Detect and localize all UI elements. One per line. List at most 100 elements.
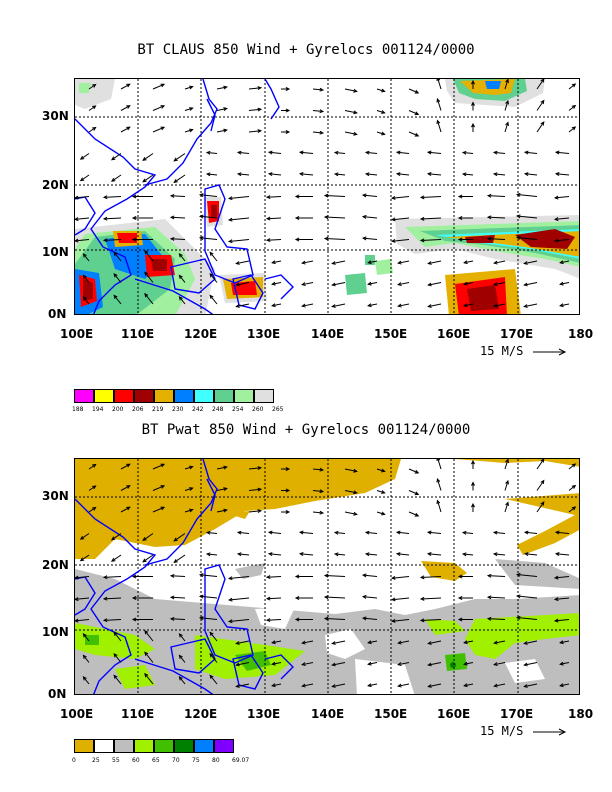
top-wind-arrowhead [178,253,183,258]
top-wind-arrow [368,260,378,264]
top-wind-arrowhead [486,236,492,241]
bottom-wind-arrow [111,554,122,562]
bottom-wind-arrowhead [271,661,276,666]
top-wind-arrowhead [257,86,263,91]
bottom-wind-arrowhead [390,597,396,602]
bottom-wind-arrowhead [471,481,475,486]
bottom-wind-arrowhead [92,506,97,511]
bottom-wind-arrow [464,640,474,644]
bottom-colorbar-swatch [134,739,154,753]
bottom-wind-arrowhead [571,484,577,489]
bottom-wind-arrowhead [353,490,358,495]
bottom-wind-arrow [494,683,506,687]
top-wind-arrow [170,195,186,197]
bottom-wind-arrow [266,619,282,621]
bottom-wind-arrowhead [227,597,233,602]
top-wind-arrowhead [515,192,521,197]
bottom-wind-arrowhead [323,573,329,578]
bottom-wind-arrowhead [493,683,498,688]
bottom-wind-arrow [272,683,282,687]
bottom-wind-arrowhead [178,676,183,681]
bottom-lat-label-10n: 10N [42,625,69,639]
wind-vector-field [75,79,577,308]
top-wind-arrowhead [367,260,372,265]
top-wind-arrow [302,260,314,264]
bottom-wind-arrowhead [189,508,194,513]
top-wind-arrow [75,217,90,220]
bottom-wind-arrowhead [198,616,204,621]
bottom-wind-arrow [517,617,538,620]
top-wind-arrow [200,194,218,197]
bottom-wind-arrowhead [113,631,118,636]
bottom-wind-arrowhead [142,558,147,563]
bottom-colorbar-swatch [174,739,194,753]
top-wind-arrow [248,108,261,111]
bottom-colorbar [74,739,234,753]
top-wind-arrow [504,100,509,111]
top-wind-arrowhead [426,172,432,176]
bottom-wind-arrowhead [102,596,108,601]
bottom-wind-arrowhead [235,684,240,688]
top-wind-arrowhead [209,294,214,299]
top-wind-arrow [408,110,419,115]
bottom-wind-arrow [392,619,410,622]
top-wind-arrow [207,152,218,154]
top-wind-arrowhead [553,238,559,243]
top-wind-arrowhead [169,215,175,220]
top-wind-arrow [238,151,250,154]
bottom-wind-arrow [83,676,90,685]
bottom-wind-arrow [209,632,218,642]
top-wind-arrow [209,295,218,305]
top-wind-arrowhead [457,216,463,220]
top-wind-arrow [229,239,250,242]
bottom-wind-arrowhead [523,641,528,645]
bottom-wind-arrow [363,617,378,620]
top-wind-arrow [88,105,96,111]
top-wind-arrowhead [463,303,468,308]
bottom-wind-arrow [525,531,538,534]
bottom-wind-arrowhead [395,552,401,557]
top-wind-arrow [152,83,165,90]
bottom-colorbar-swatch [74,739,94,753]
top-wind-arrowhead [523,261,528,265]
bottom-wind-arrow [335,553,346,556]
top-lon-label-100e: 100E [60,327,94,341]
bottom-wind-arrowhead [265,596,271,601]
bottom-wind-arrow [173,533,186,542]
bottom-wind-arrow [170,596,186,599]
top-wind-arrow [88,127,96,133]
top-wind-arrowhead [294,216,300,220]
top-wind-arrowhead [323,236,329,241]
bottom-wind-arrow [144,652,154,663]
top-wind-arrowhead [540,79,545,83]
top-wind-arrowhead [205,172,211,177]
bottom-wind-arrowhead [142,536,147,541]
bottom-wind-arrow [494,531,506,534]
top-wind-arrowhead [559,260,564,265]
top-wind-arrow [335,152,346,154]
bottom-wind-arrow [398,683,410,687]
top-wind-arrowhead [110,177,116,182]
bottom-wind-arrow [200,595,218,599]
top-wind-arrow [464,260,474,264]
bottom-wind-arrowhead [457,574,463,579]
top-colorbar [74,389,274,403]
top-wind-arrow [568,126,576,133]
bottom-wind-arrowhead [294,574,300,579]
top-wind-arrowhead [173,157,178,162]
bottom-wind-arrowhead [515,572,521,577]
bottom-wind-arrowhead [463,683,468,688]
bottom-wind-arrowhead [367,640,372,645]
bottom-wind-arrow [200,617,218,620]
top-wind-arrowhead [205,150,211,155]
top-wind-arrowhead [492,150,498,155]
bottom-wind-arrowhead [227,576,233,581]
top-wind-arrowhead [110,156,116,161]
top-wind-arrow [436,120,442,133]
top-scale-arrow-icon [532,348,566,355]
bottom-wind-arrowhead [209,652,214,658]
top-wind-arrowhead [227,196,233,201]
top-wind-arrow [113,252,122,262]
bottom-wind-arrow [536,480,545,491]
bottom-wind-arrowhead [523,530,529,535]
